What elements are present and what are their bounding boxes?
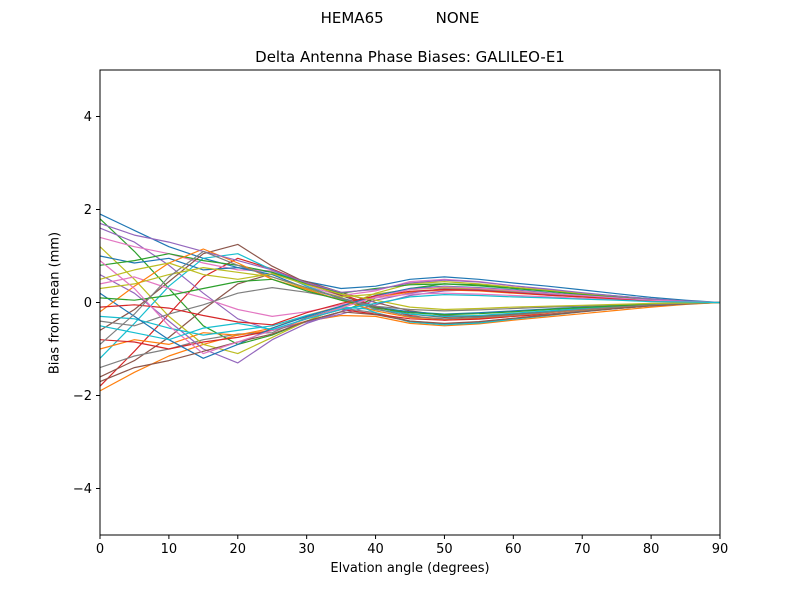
x-tick-label: 90 (712, 542, 729, 557)
series-line (99, 294, 721, 341)
series-line (99, 260, 721, 355)
y-tick-label: 4 (84, 110, 92, 125)
x-tick-label: 60 (505, 542, 522, 557)
x-tick-label: 0 (96, 542, 104, 557)
x-tick-label: 30 (298, 542, 315, 557)
y-tick-label: 2 (84, 203, 92, 218)
x-tick-label: 70 (574, 542, 591, 557)
suptitle-mode: NONE (435, 9, 480, 27)
x-tick-label: 80 (643, 542, 660, 557)
y-tick-label: −2 (73, 389, 92, 404)
x-tick-label: 40 (367, 542, 384, 557)
series-line (99, 288, 721, 326)
x-tick-label: 20 (230, 542, 247, 557)
suptitle-station: HEMA65 (320, 9, 384, 27)
series-line (99, 262, 721, 311)
series-line (99, 278, 721, 316)
figure-suptitle: HEMA65 NONE (0, 9, 800, 27)
series-line (99, 301, 721, 383)
axes-title: Delta Antenna Phase Biases: GALILEO-E1 (255, 48, 565, 66)
y-tick-label: −4 (73, 482, 92, 497)
axes-spines (99, 69, 721, 536)
x-tick-label: 10 (161, 542, 178, 557)
x-axis-label: Elvation angle (degrees) (330, 561, 490, 576)
series-line (99, 250, 721, 345)
y-tick-label: 0 (84, 296, 92, 311)
x-tick-label: 50 (436, 542, 453, 557)
